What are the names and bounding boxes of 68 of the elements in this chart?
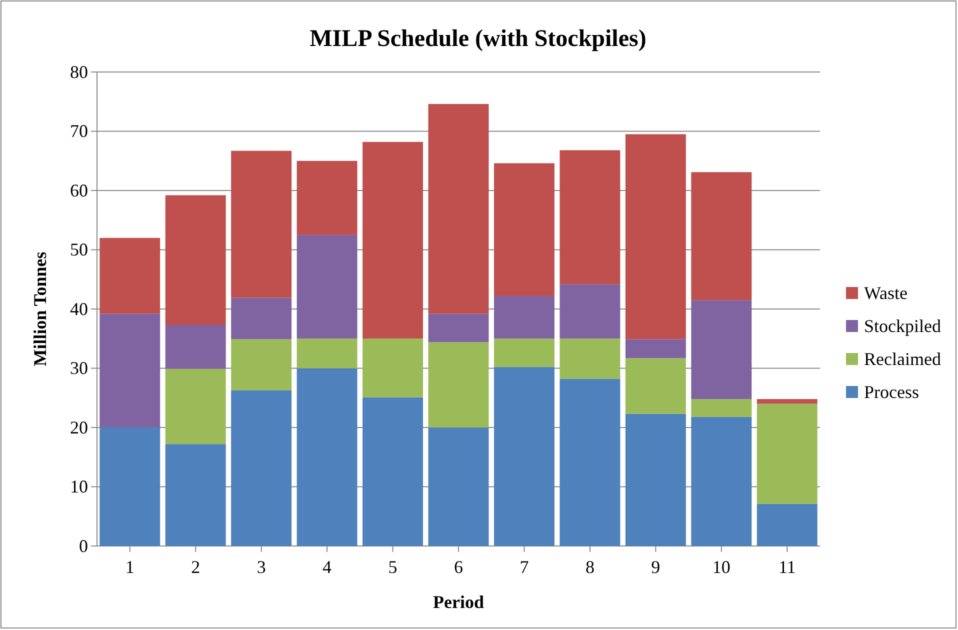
bar bbox=[362, 397, 424, 546]
bar bbox=[428, 428, 489, 546]
bar bbox=[100, 238, 160, 314]
x-tick-label: 11 bbox=[778, 557, 796, 577]
bar bbox=[560, 284, 620, 339]
bar bbox=[625, 358, 686, 414]
legend-label: Process bbox=[864, 382, 919, 402]
bar bbox=[560, 150, 620, 284]
bar bbox=[231, 150, 292, 298]
y-tick-label: 40 bbox=[70, 298, 88, 319]
bar bbox=[296, 338, 358, 368]
bar bbox=[494, 163, 554, 296]
bar bbox=[625, 134, 686, 340]
bar bbox=[494, 296, 554, 339]
chart-title: MILP Schedule (with Stockpiles) bbox=[310, 26, 646, 52]
y-axis-title: Million Tonnes bbox=[30, 252, 50, 366]
x-tick-label: 7 bbox=[520, 557, 529, 577]
bar bbox=[691, 399, 752, 417]
bar bbox=[691, 416, 752, 546]
bar bbox=[625, 414, 686, 546]
x-tick-label: 8 bbox=[585, 557, 594, 577]
bar bbox=[165, 368, 226, 444]
x-tick-label: 1 bbox=[125, 557, 134, 577]
bar bbox=[296, 368, 358, 546]
bar bbox=[756, 399, 818, 404]
bar bbox=[100, 314, 160, 428]
bar bbox=[362, 142, 424, 339]
y-tick-label: 30 bbox=[70, 358, 88, 378]
legend-label: Reclaimed bbox=[864, 349, 941, 369]
bar bbox=[494, 338, 554, 368]
bar bbox=[231, 390, 292, 546]
y-tick-label: 70 bbox=[70, 121, 88, 142]
y-tick-label: 60 bbox=[70, 180, 88, 200]
bar bbox=[560, 338, 620, 379]
bar bbox=[494, 367, 554, 546]
bar bbox=[100, 428, 160, 546]
bar bbox=[231, 298, 292, 340]
y-tick-label: 20 bbox=[70, 417, 88, 438]
bar bbox=[296, 234, 358, 339]
x-tick-label: 6 bbox=[454, 557, 463, 577]
x-tick-label: 2 bbox=[191, 557, 200, 577]
x-axis-title: Period bbox=[433, 592, 484, 612]
bar bbox=[231, 339, 292, 390]
x-tick-label: 9 bbox=[651, 557, 660, 577]
x-tick-label: 10 bbox=[712, 557, 730, 577]
y-tick-label: 50 bbox=[70, 240, 88, 260]
bar bbox=[756, 504, 818, 546]
bar bbox=[756, 404, 818, 504]
x-tick-label: 3 bbox=[256, 557, 266, 577]
bar bbox=[165, 195, 226, 325]
y-tick-label: 10 bbox=[70, 476, 88, 497]
bar bbox=[362, 338, 424, 398]
bar bbox=[428, 104, 489, 314]
bar bbox=[691, 300, 752, 400]
bar bbox=[428, 314, 489, 342]
y-tick-label: 80 bbox=[70, 62, 88, 82]
bar bbox=[691, 172, 752, 300]
legend-label: Waste bbox=[864, 283, 908, 303]
bar bbox=[296, 160, 358, 235]
x-tick-label: 5 bbox=[388, 557, 398, 577]
bar bbox=[428, 342, 489, 428]
bar bbox=[165, 444, 226, 546]
bar bbox=[560, 378, 620, 546]
bar bbox=[625, 339, 686, 358]
legend-label: Stockpiled bbox=[864, 316, 941, 336]
bar bbox=[165, 324, 226, 369]
x-tick-label: 4 bbox=[322, 557, 332, 577]
y-tick-label: 0 bbox=[79, 536, 88, 556]
